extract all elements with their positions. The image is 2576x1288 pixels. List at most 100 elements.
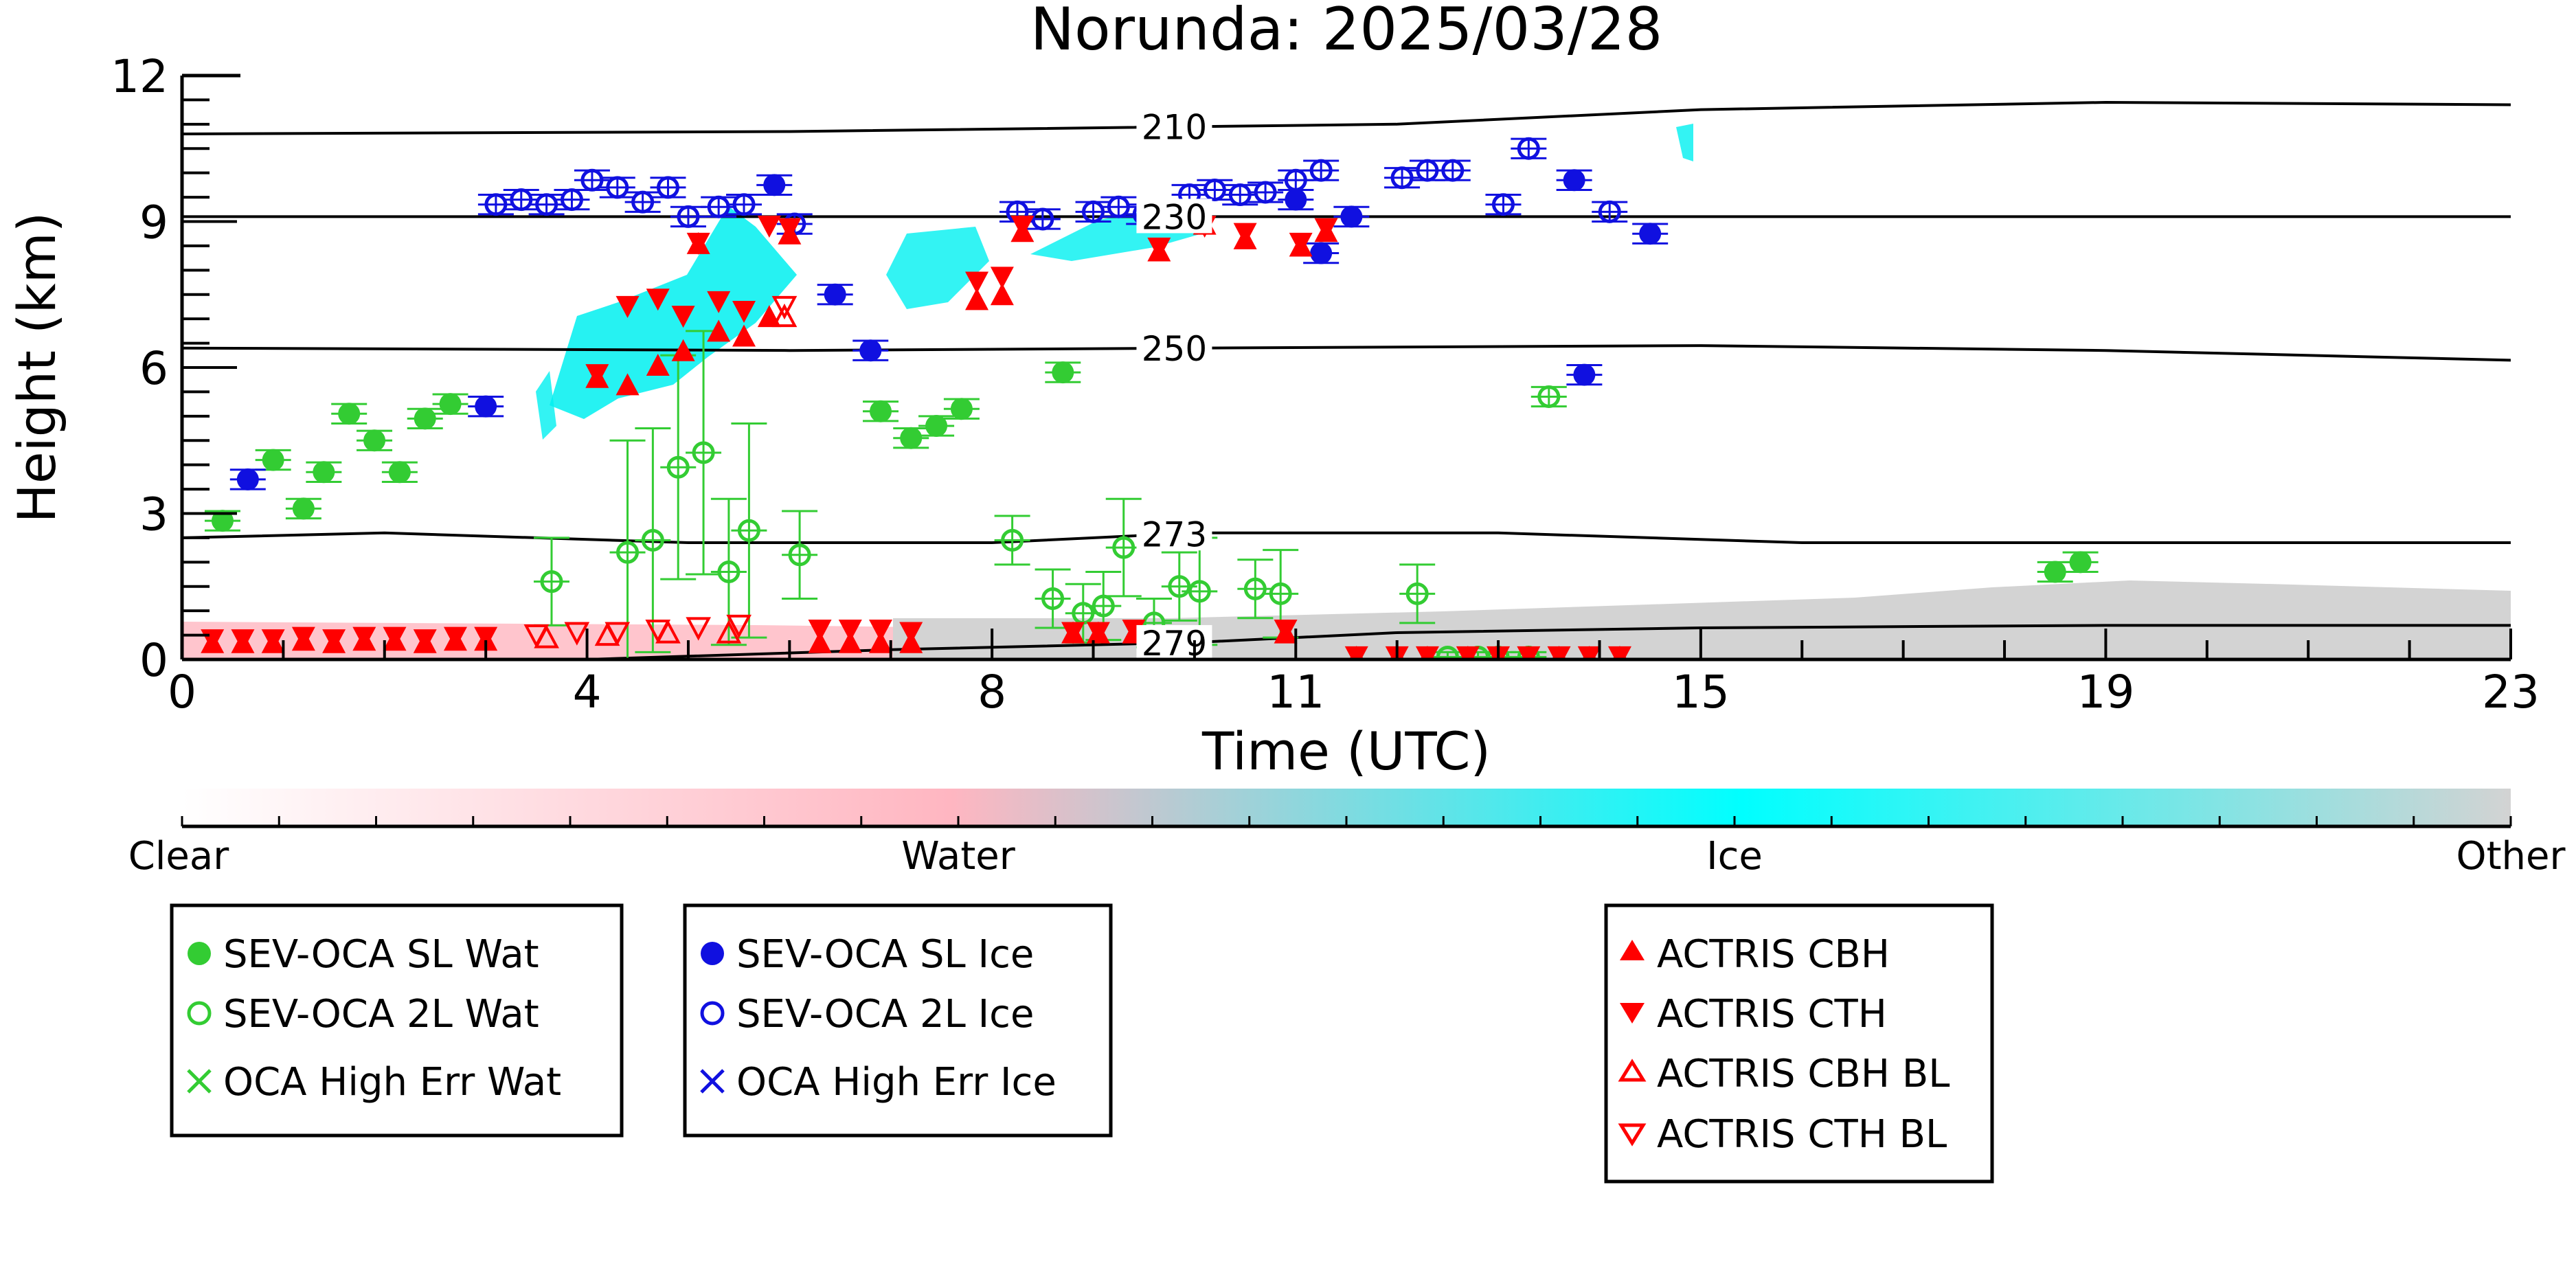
sev-oca-2l-ice-point-3 [560, 188, 583, 212]
legend-marker-cth [1620, 1003, 1645, 1024]
sev-oca-sl-wat-point-7 [414, 407, 436, 430]
sev-oca-sl-ice-point-9 [1573, 363, 1596, 386]
actris-cth-point-25 [1010, 216, 1035, 238]
sev-oca-2l-ice-point-23 [1309, 159, 1333, 182]
y-tick-label-0: 0 [139, 634, 168, 687]
actris-cth-point-26 [1061, 622, 1085, 644]
actris-cth-point-22 [899, 622, 923, 644]
colorbar-label-other: Other [2456, 834, 2566, 879]
legend-marker-higherr-ice [700, 1069, 725, 1094]
actris-cbh-point-24 [990, 283, 1014, 306]
actris-cth-point-34 [1314, 218, 1338, 240]
ice-cloud-band [550, 206, 797, 419]
y-axis-ticks: 0 3 6 9 12 [111, 50, 237, 687]
actris-cbh-point-16 [732, 324, 756, 347]
actris-cth-point-32 [1274, 619, 1298, 642]
contour-label-210: 210 [1142, 108, 1207, 148]
sev-oca-2l-ice-point-20 [1228, 183, 1252, 207]
contour-label-bg-230 [1136, 199, 1212, 234]
contour-label-bg-250 [1136, 330, 1212, 365]
contour-210 [182, 100, 2511, 135]
sev-oca-2l-wat-point-6 [737, 519, 760, 542]
actris-cth-point-16 [732, 301, 756, 323]
actris-cth-point-15 [707, 291, 731, 313]
actris-cth-point-11 [615, 295, 640, 318]
y-tick-label-12: 12 [111, 50, 168, 103]
actris-cth-point-8 [443, 626, 467, 649]
actris-cth-point-10 [585, 364, 609, 387]
actris-cbh-point-19 [808, 631, 832, 653]
actris-cth-point-35 [1344, 646, 1368, 659]
sev-oca-sl-wat-point-10 [900, 427, 923, 449]
sev-oca-sl-wat-point-11 [925, 415, 948, 437]
x-tick-label-8: 8 [978, 666, 1006, 719]
actris-cth-point-19 [808, 619, 832, 642]
actris-cbh-point-23 [965, 288, 989, 310]
sev-oca-2l-wat-point-7 [788, 543, 811, 567]
actris-cth-point-42 [1577, 646, 1601, 659]
sev-oca-2l-ice-point-9 [707, 195, 730, 218]
sev-oca-2l-wat-point-15 [1188, 580, 1211, 603]
contour-250 [182, 344, 2511, 362]
sev-oca-sl-wat-point-0 [211, 510, 234, 532]
legend-label-sl-wat: SEV-OCA SL Wat [223, 932, 539, 977]
actris-cth-point-33 [1289, 232, 1313, 255]
data-markers [201, 137, 2092, 659]
actris-cth-point-20 [838, 619, 862, 642]
legend-marker-sl-wat [188, 942, 211, 965]
sev-oca-sl-wat-point-8 [439, 393, 462, 416]
legend-label-cbh: ACTRIS CBH [1657, 932, 1890, 977]
sev-oca-sl-ice-point-0 [236, 468, 259, 490]
actris-cth-point-7 [413, 629, 437, 652]
sev-oca-sl-wat-point-6 [388, 461, 411, 484]
sev-oca-2l-wat-point-18 [1405, 582, 1429, 605]
legend-label-cth-bl: ACTRIS CTH BL [1657, 1112, 1947, 1157]
actris-cth-bl-point-1 [564, 622, 590, 646]
sev-oca-2l-ice-point-26 [1441, 159, 1465, 182]
actris-cbh-point-11 [615, 373, 640, 396]
sev-oca-2l-ice-point-7 [656, 176, 679, 199]
actris-cbh-bl-point-4 [771, 303, 798, 328]
legend-water-frame [170, 903, 624, 1138]
legend-marker-cth-bl [1618, 1123, 1647, 1146]
actris-cth-point-12 [646, 289, 670, 311]
actris-cth-bl-point-4 [686, 617, 712, 641]
sev-oca-sl-ice-point-2 [763, 174, 786, 196]
sev-oca-2l-ice-point-6 [631, 190, 655, 214]
legend-marker-cbh-bl [1618, 1059, 1647, 1082]
actris-cth-point-6 [383, 626, 407, 649]
sev-oca-2l-ice-point-15 [1107, 195, 1130, 218]
contour-label-bg-279 [1136, 624, 1212, 659]
sev-oca-2l-wat-point-19 [1537, 385, 1561, 408]
actris-cbh-point-15 [707, 319, 731, 342]
actris-cbh-point-13 [671, 339, 695, 361]
actris-cth-point-43 [1607, 646, 1631, 659]
sev-oca-sl-ice-point-5 [1285, 188, 1307, 211]
ice-cloud-band-2 [886, 227, 989, 309]
x-tick-label-23: 23 [2482, 666, 2540, 719]
actris-cth-point-21 [869, 619, 892, 642]
sev-oca-2l-ice-point-0 [484, 193, 508, 216]
sev-oca-sl-ice-point-8 [1563, 169, 1585, 192]
legend-marker-2l-ice [700, 1001, 725, 1026]
contour-label-bg-210 [1136, 109, 1212, 144]
legend-label-higherr-ice: OCA High Err Ice [736, 1060, 1057, 1105]
sev-oca-2l-wat-point-12 [1112, 536, 1136, 559]
x-tick-label-0: 0 [168, 666, 196, 719]
sev-oca-sl-wat-point-12 [950, 398, 973, 420]
sev-oca-2l-wat-point-8 [1001, 528, 1024, 552]
legend-ice-frame [683, 903, 1113, 1138]
actris-cbh-point-21 [869, 631, 892, 653]
sev-oca-sl-wat-point-3 [313, 461, 335, 484]
sev-oca-2l-ice-point-13 [1031, 207, 1054, 231]
actris-cth-point-9 [474, 626, 498, 649]
sev-oca-2l-wat-point-4 [692, 441, 715, 464]
actris-cth-point-41 [1547, 646, 1571, 659]
legend-marker-sl-ice [701, 942, 724, 965]
sev-oca-2l-ice-point-5 [606, 176, 629, 199]
sev-oca-2l-wat-point-11 [1092, 594, 1115, 618]
classification-colorbar: Clear Water Ice Other [128, 789, 2566, 879]
actris-cth-point-24 [990, 267, 1014, 289]
legend-actris: ACTRIS CBH ACTRIS CTH ACTRIS CBH BL ACTR… [1604, 903, 1994, 1184]
actris-cth-point-3 [291, 626, 315, 649]
